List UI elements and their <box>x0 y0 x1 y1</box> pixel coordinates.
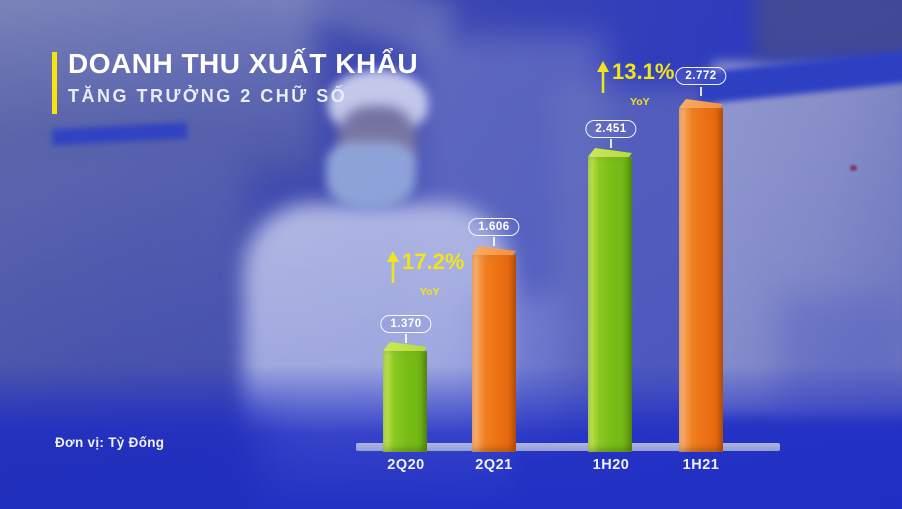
growth-percent: 13.1% <box>612 59 675 84</box>
axis-label-2q21: 2Q21 <box>475 457 513 473</box>
bar-2q20 <box>383 342 427 452</box>
up-arrow-icon <box>597 61 609 93</box>
growth-caption: YoY <box>420 286 440 298</box>
badge-connector <box>405 334 407 343</box>
unit-note: Đơn vị: Tỷ Đống <box>55 435 165 450</box>
bar-front-face <box>588 157 632 452</box>
bar-2q21 <box>472 246 516 452</box>
growth-percent: 17.2% <box>402 249 465 274</box>
bar-front-face <box>472 255 516 452</box>
value-badge-2q21: 1.606 <box>468 218 520 236</box>
machinery-right-top <box>755 0 902 60</box>
page-subtitle: TĂNG TRƯỞNG 2 CHỮ SỐ <box>68 86 348 106</box>
value-badge-1h21: 2.772 <box>675 67 727 85</box>
up-arrow-icon <box>387 251 399 283</box>
x-axis-line <box>356 443 780 451</box>
growth-annotation-h1: 13.1% YoY <box>596 61 674 108</box>
badge-connector <box>700 87 702 96</box>
indicator-light <box>850 165 857 171</box>
bar-1h21 <box>679 99 723 452</box>
bar-1h20 <box>588 148 632 452</box>
page-title: DOANH THU XUẤT KHẨU <box>68 48 419 79</box>
growth-annotation-q2: 17.2% YoY <box>386 251 464 298</box>
value-badge-1h20: 2.451 <box>585 120 637 138</box>
bar-front-face <box>679 108 723 452</box>
axis-label-2q20: 2Q20 <box>387 457 425 473</box>
badge-connector <box>493 237 495 246</box>
axis-label-1h20: 1H20 <box>592 457 630 473</box>
worker-mask <box>326 142 416 210</box>
bar-front-face <box>383 351 427 452</box>
badge-connector <box>610 139 612 148</box>
axis-label-1h21: 1H21 <box>682 457 720 473</box>
title-accent-bar <box>52 52 57 114</box>
value-badge-2q20: 1.370 <box>380 315 432 333</box>
growth-caption: YoY <box>630 96 650 108</box>
corner-blue-wash <box>0 415 265 509</box>
